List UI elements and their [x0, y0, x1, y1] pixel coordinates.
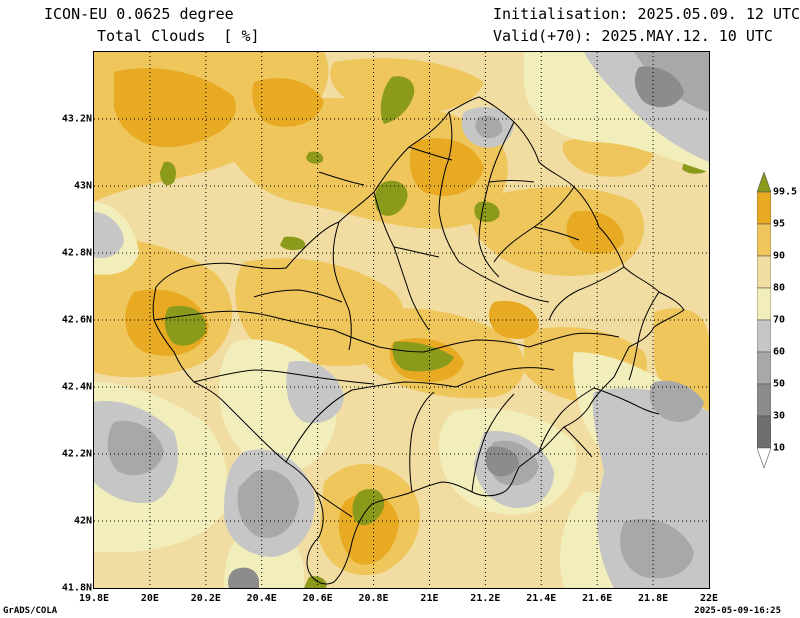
x-tick-label: 21.6E	[582, 593, 613, 604]
x-tick-label: 20.2E	[190, 593, 221, 604]
x-tick-label: 22E	[699, 593, 719, 604]
colorbar-level-label: 90	[773, 250, 786, 262]
colorbar-box	[757, 287, 771, 321]
y-tick-label: 42.4N	[61, 381, 92, 393]
colorbar-level-label: 50	[773, 378, 786, 390]
lat-lon-grid	[94, 52, 709, 588]
colorbar-level-label: 70	[773, 314, 786, 326]
colorbar-level-label: 80	[773, 282, 786, 294]
y-tick-label: 42.2N	[61, 448, 92, 460]
colorbar-box	[757, 191, 771, 225]
y-tick-label: 42.8N	[61, 247, 92, 259]
x-tick-label: 21E	[420, 593, 439, 604]
x-tick-label: 21.8E	[638, 593, 669, 604]
colorbar-box	[757, 223, 771, 257]
model-title: ICON-EU 0.0625 degree	[44, 5, 234, 23]
colorbar-box	[757, 351, 771, 385]
x-tick-label: 20E	[140, 593, 159, 604]
valid-time: Valid(+70): 2025.MAY.12. 10 UTC	[493, 27, 773, 45]
cloud-map-canvas	[94, 52, 709, 588]
x-tick-label: 19.8E	[78, 593, 110, 604]
initialisation-time: Initialisation: 2025.05.09. 12 UTC	[493, 5, 800, 23]
x-tick-label: 20.4E	[246, 593, 277, 604]
colorbar-box	[757, 383, 771, 417]
field-title: Total Clouds [ %]	[97, 27, 260, 45]
colorbar-max-triangle	[757, 172, 771, 193]
colorbar-level-label: 95	[773, 218, 786, 230]
colorbar-level-label: 99.5	[773, 186, 798, 198]
cloud-map	[93, 51, 710, 589]
footer-software-credit: GrADS/COLA	[3, 606, 58, 616]
colorbar-box	[757, 319, 771, 353]
colorbar-box	[757, 415, 771, 449]
footer-timestamp: 2025-05-09-16:25	[694, 606, 781, 616]
colorbar-level-label: 60	[773, 346, 786, 358]
y-tick-label: 43N	[73, 180, 92, 192]
cloud-cover-90-95	[94, 52, 709, 576]
colorbar-level-label: 30	[773, 410, 786, 422]
x-tick-label: 21.4E	[526, 593, 557, 604]
y-tick-label: 42.6N	[61, 314, 92, 326]
colorbar-min-triangle	[757, 447, 771, 468]
colorbar	[757, 172, 771, 468]
colorbar-level-label: 10	[773, 442, 786, 454]
colorbar-box	[757, 255, 771, 289]
y-tick-label: 41.8N	[61, 582, 92, 594]
x-tick-label: 20.6E	[302, 593, 333, 604]
y-tick-label: 43.2N	[61, 113, 92, 125]
y-tick-label: 42N	[73, 515, 92, 527]
x-tick-label: 21.2E	[470, 593, 501, 604]
admin-borders	[152, 96, 685, 585]
x-tick-label: 20.8E	[358, 593, 389, 604]
